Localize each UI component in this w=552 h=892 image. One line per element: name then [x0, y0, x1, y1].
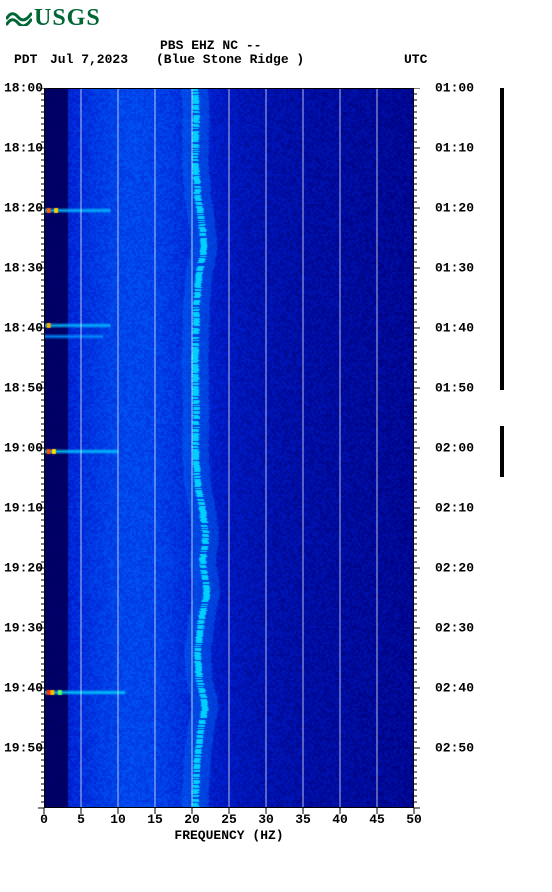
x-axis-label: FREQUENCY (HZ)	[44, 828, 414, 843]
usgs-logo-wave-icon	[6, 4, 32, 33]
spectrogram-plot: FREQUENCY (HZ)	[44, 88, 414, 808]
usgs-logo: USGS	[6, 4, 101, 33]
x-tick-label: 15	[147, 812, 163, 827]
x-tick-label: 20	[184, 812, 200, 827]
x-tick-label: 30	[258, 812, 274, 827]
station-location: (Blue Stone Ridge )	[156, 52, 304, 67]
y-right-tick-label: 01:10	[414, 141, 478, 154]
y-right-tick-label: 02:40	[414, 681, 478, 694]
x-tick-label: 50	[406, 812, 422, 827]
y-right-tick-label: 01:40	[414, 321, 478, 334]
x-tick-label: 45	[369, 812, 385, 827]
x-tick-label: 5	[77, 812, 85, 827]
date-label: Jul 7,2023	[50, 52, 128, 67]
y-right-tick-label: 02:20	[414, 562, 478, 575]
station-title: PBS EHZ NC --	[160, 38, 261, 53]
spectrogram-overlay	[36, 88, 422, 818]
y-right-tick-label: 01:20	[414, 202, 478, 215]
x-tick-label: 0	[40, 812, 48, 827]
x-tick-label: 10	[110, 812, 126, 827]
x-tick-label: 40	[332, 812, 348, 827]
y-axis-right-ticks: 01:0001:1001:2001:3001:4001:5002:0002:10…	[414, 88, 474, 808]
x-tick-label: 25	[221, 812, 237, 827]
y-right-tick-label: 02:50	[414, 742, 478, 755]
y-right-tick-label: 01:00	[414, 82, 478, 95]
y-right-tick-label: 02:30	[414, 622, 478, 635]
x-axis-ticks: 05101520253035404550	[44, 812, 414, 828]
y-right-tick-label: 02:10	[414, 501, 478, 514]
side-scale-bar	[500, 88, 504, 808]
y-right-tick-label: 02:00	[414, 442, 478, 455]
timezone-right-label: UTC	[404, 52, 427, 67]
usgs-logo-text: USGS	[34, 5, 101, 32]
x-tick-label: 35	[295, 812, 311, 827]
y-right-tick-label: 01:50	[414, 382, 478, 395]
timezone-left-label: PDT	[14, 52, 37, 67]
y-right-tick-label: 01:30	[414, 262, 478, 275]
